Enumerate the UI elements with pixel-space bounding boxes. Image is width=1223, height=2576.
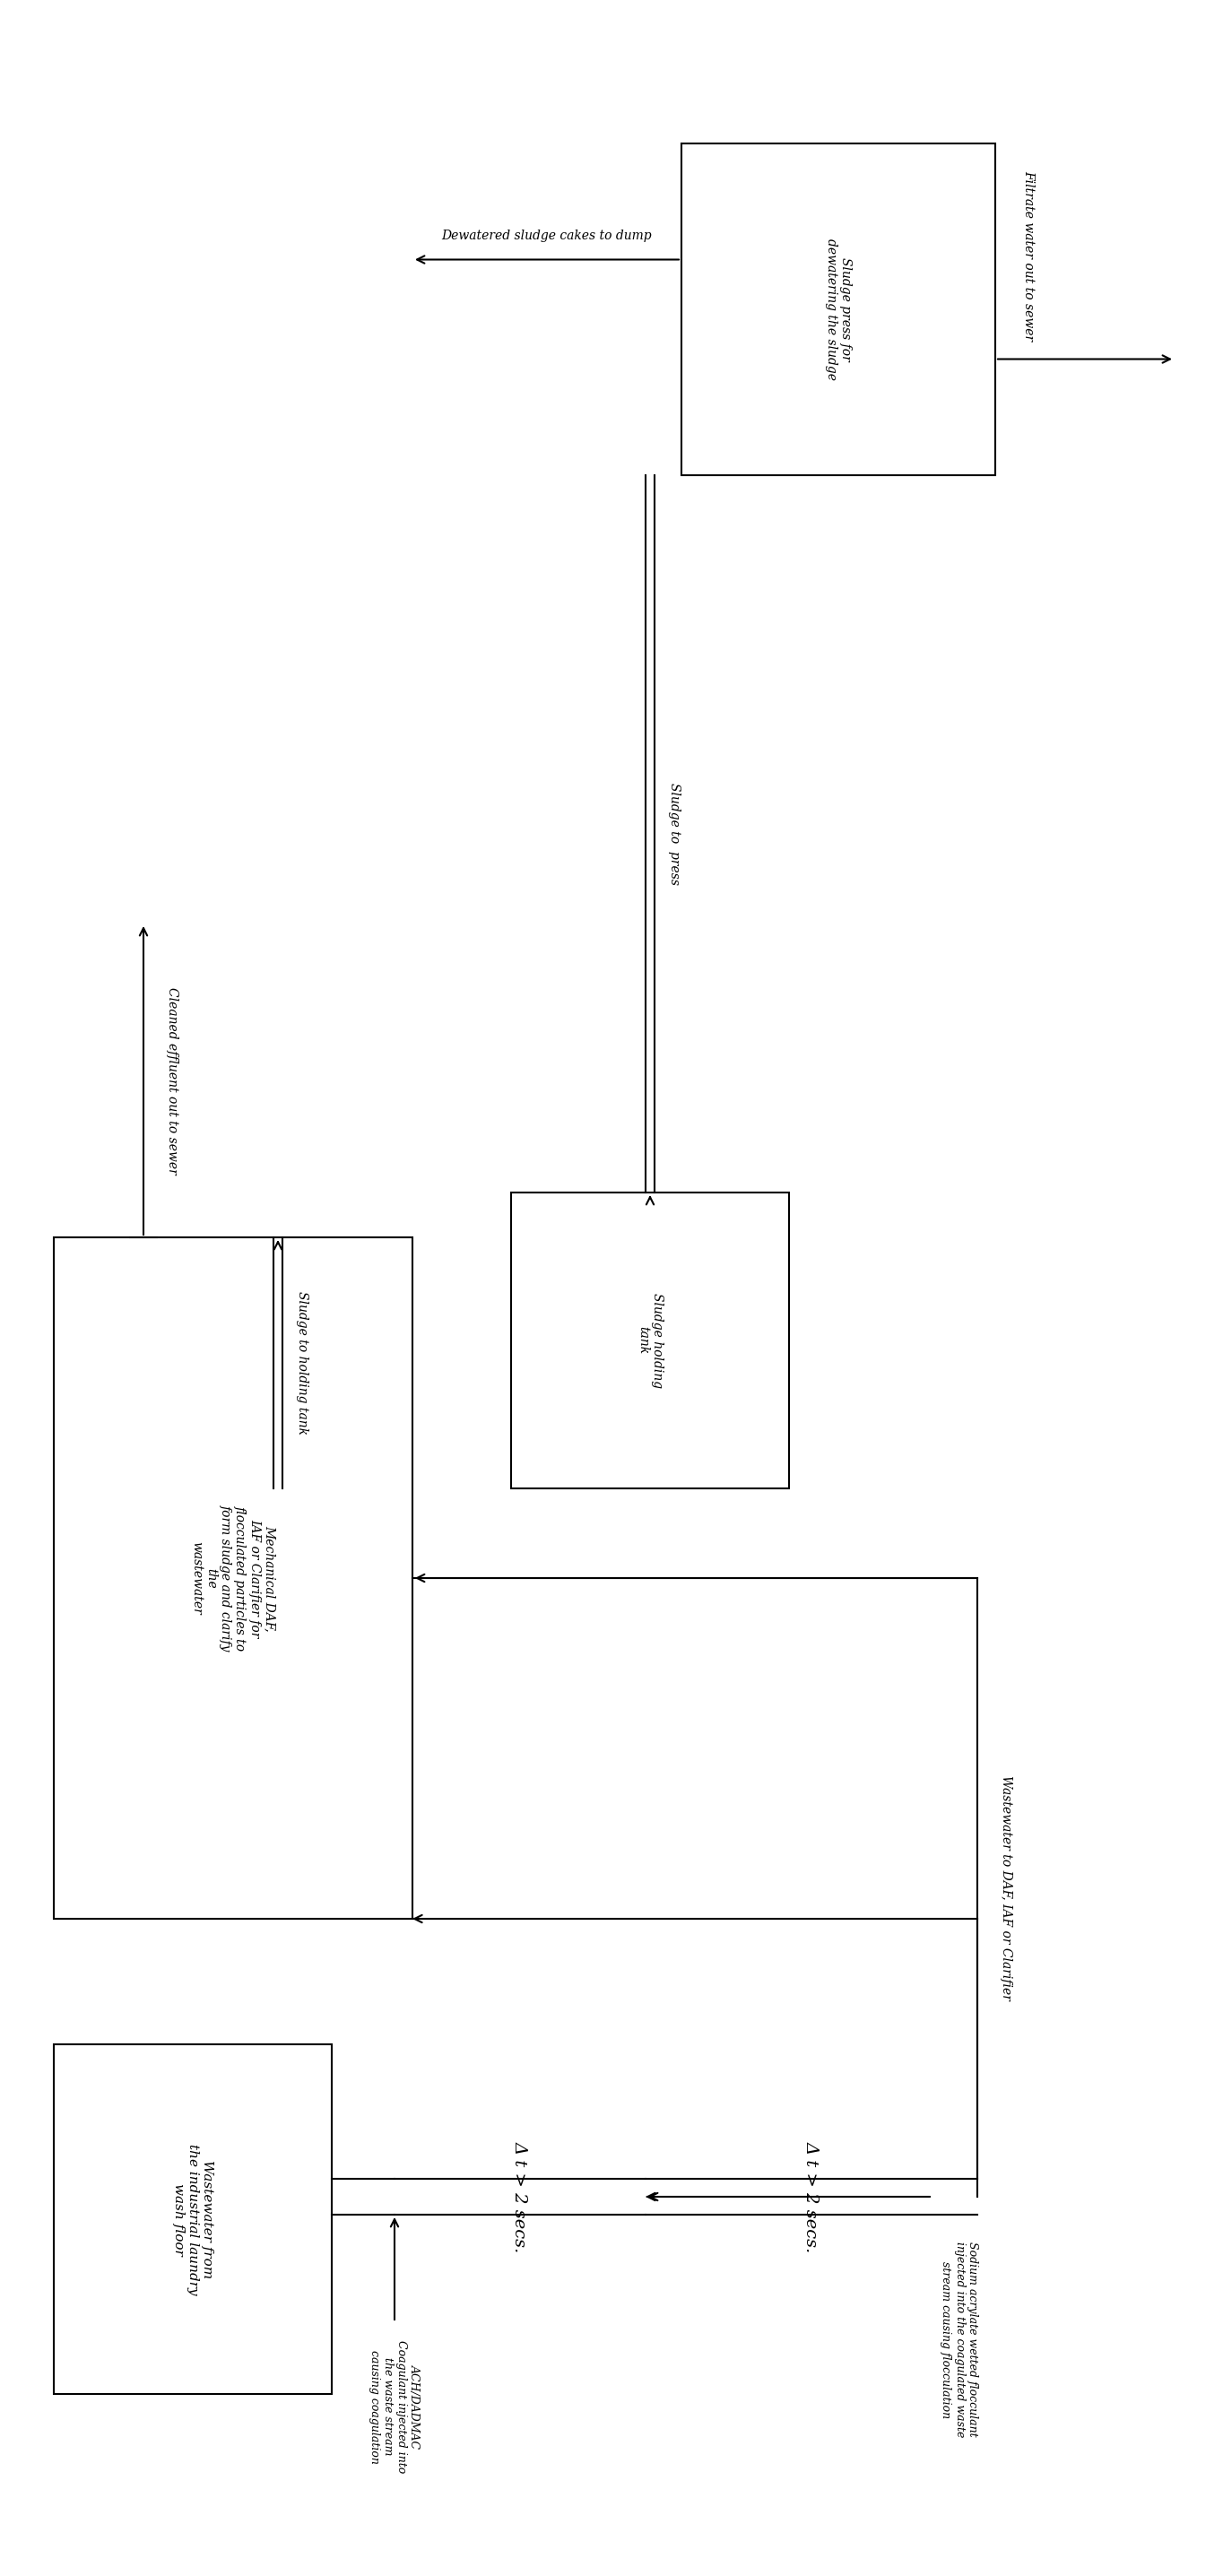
Text: Filtrate water out to sewer: Filtrate water out to sewer xyxy=(1022,170,1035,340)
Text: Δ t > 2 secs.: Δ t > 2 secs. xyxy=(804,2141,819,2251)
Bar xyxy=(54,1236,412,1919)
Text: Δ t > 2 secs.: Δ t > 2 secs. xyxy=(512,2141,528,2251)
Text: Wastewater from
the industrial laundry
wash floor: Wastewater from the industrial laundry w… xyxy=(172,2143,214,2295)
Bar xyxy=(511,1193,789,1489)
Text: Sludge to  press: Sludge to press xyxy=(668,783,680,886)
Text: Cleaned effluent out to sewer: Cleaned effluent out to sewer xyxy=(166,987,179,1175)
Text: Sludge press for
dewatering the sludge: Sludge press for dewatering the sludge xyxy=(824,240,852,381)
Bar xyxy=(54,2045,331,2393)
Text: Dewatered sludge cakes to dump: Dewatered sludge cakes to dump xyxy=(442,229,652,242)
Text: Wastewater to DAF, IAF or Clarifier: Wastewater to DAF, IAF or Clarifier xyxy=(999,1775,1013,1999)
Text: Sludge holding
tank: Sludge holding tank xyxy=(636,1293,664,1388)
Text: Mechanical DAF,
IAF or Clarifier for
flocculated particles to
form sludge and cl: Mechanical DAF, IAF or Clarifier for flo… xyxy=(191,1504,275,1651)
Bar xyxy=(681,144,996,474)
Text: Sludge to holding tank: Sludge to holding tank xyxy=(296,1291,308,1435)
Text: Sodium acrylate wetted flocculant
injected into the coagulated waste
stream caus: Sodium acrylate wetted flocculant inject… xyxy=(940,2241,978,2437)
Text: ACH/DADMAC
Coagulant injected into
the waste stream
causing coagulation: ACH/DADMAC Coagulant injected into the w… xyxy=(368,2339,421,2473)
